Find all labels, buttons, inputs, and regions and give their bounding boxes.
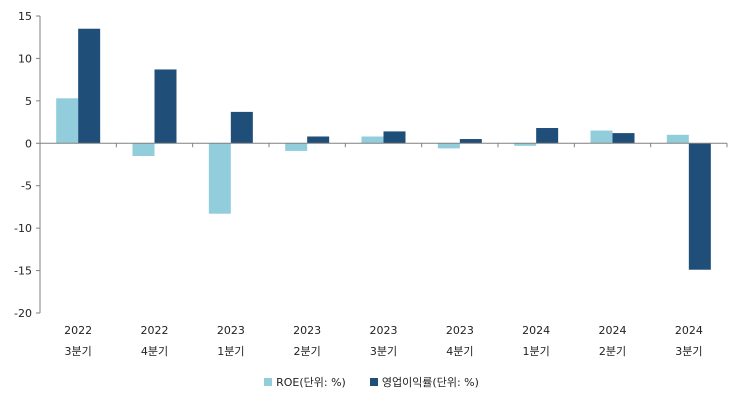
bar-roe	[208, 143, 231, 214]
legend-label-operating-margin: 영업이익률(단위: %)	[381, 376, 479, 389]
y-tick-label: -15	[14, 265, 32, 278]
category-label-year: 2024	[522, 324, 550, 337]
y-tick-label: 10	[18, 52, 32, 65]
category-label-quarter: 2분기	[294, 345, 321, 358]
bar-operating-margin	[154, 69, 177, 144]
bar-operating-margin	[459, 139, 482, 144]
bar-roe	[285, 143, 308, 151]
category-label-year: 2023	[217, 324, 245, 337]
category-label-year: 2024	[599, 324, 627, 337]
legend-item-operating-margin: 영업이익률(단위: %)	[369, 374, 479, 390]
category-label-quarter: 4분기	[141, 345, 168, 358]
legend-swatch-operating-margin	[369, 378, 378, 386]
bar-roe	[437, 143, 460, 149]
category-label-quarter: 3분기	[675, 345, 702, 358]
bar-operating-margin	[230, 111, 253, 144]
legend-item-roe: ROE(단위: %)	[264, 374, 346, 390]
legend-swatch-roe	[264, 378, 273, 386]
category-label-year: 2024	[675, 324, 703, 337]
category-label-quarter: 3분기	[370, 345, 397, 358]
bar-operating-margin	[612, 133, 635, 144]
bar-roe	[361, 136, 384, 144]
bar-roe	[666, 134, 689, 144]
bar-roe	[514, 143, 537, 146]
category-label-year: 2023	[370, 324, 398, 337]
bar-operating-margin	[536, 128, 559, 144]
category-label-quarter: 4분기	[446, 345, 473, 358]
y-tick-label: 5	[25, 95, 32, 108]
bar-roe	[590, 130, 613, 144]
y-tick-label: -20	[14, 307, 32, 320]
bar-operating-margin	[383, 131, 406, 144]
legend: ROE(단위: %) 영업이익률(단위: %)	[0, 374, 743, 390]
category-label-quarter: 1분기	[523, 345, 550, 358]
bar-roe	[132, 143, 155, 157]
category-label-year: 2023	[293, 324, 321, 337]
category-label-quarter: 1분기	[217, 345, 244, 358]
legend-label-roe: ROE(단위: %)	[276, 376, 346, 389]
y-tick-label: -5	[21, 180, 32, 193]
bar-operating-margin	[307, 136, 330, 144]
bar-operating-margin	[78, 28, 101, 144]
category-label-quarter: 2분기	[599, 345, 626, 358]
category-label-year: 2023	[446, 324, 474, 337]
bar-roe	[56, 98, 79, 144]
y-tick-label: -10	[14, 222, 32, 235]
category-label-year: 2022	[64, 324, 92, 337]
y-tick-label: 15	[18, 10, 32, 23]
category-label-quarter: 3분기	[65, 345, 92, 358]
category-label-year: 2022	[141, 324, 169, 337]
bar-operating-margin	[688, 143, 711, 270]
y-tick-label: 0	[25, 137, 32, 150]
